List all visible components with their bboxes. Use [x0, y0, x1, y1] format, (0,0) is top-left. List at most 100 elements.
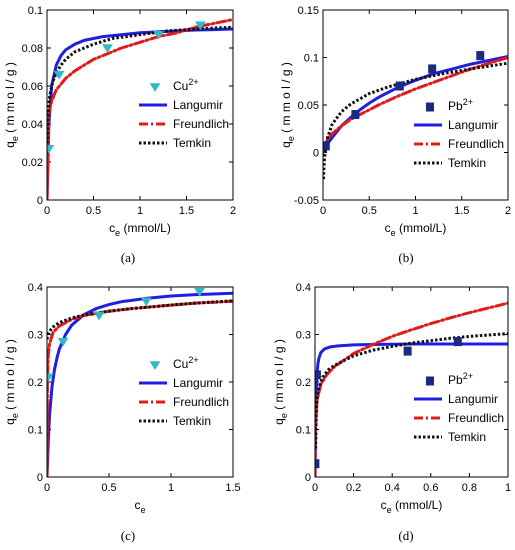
panel-a-x-tick-label: 2	[230, 205, 236, 217]
panel-d-x-tick-label: 0	[312, 482, 318, 494]
panel-a-data-point	[194, 21, 206, 31]
panel-a-legend: Cu2+ Langumir Freundlich Temkin	[139, 77, 229, 150]
panel-d-x-axis-label-sub: e	[387, 505, 392, 515]
panel-a-y-axis-label-sub: e	[10, 136, 20, 141]
panel-b-legend-text-base: Temkin	[448, 156, 486, 170]
panel-d-data-point	[315, 459, 320, 469]
panel-d-legend-text: Langumir	[448, 392, 498, 406]
panel-c-legend-text: Cu2+	[173, 355, 199, 371]
panel-d-legend-text: Freundlich	[448, 411, 504, 425]
panel-c-legend-text: Freundlich	[173, 395, 229, 409]
panel-b-legend-text-sup: 2+	[463, 97, 473, 107]
panel-c-y-tick-label: 0.3	[28, 330, 43, 342]
panel-c-plot-area	[47, 288, 233, 477]
panel-c-legend-text: Langumir	[173, 376, 223, 390]
panel-b-x-axis-label: ce (mmol/L)	[385, 221, 447, 238]
panel-a-label: (a)	[121, 250, 135, 265]
panel-c-legend-text-base: Freundlich	[173, 395, 229, 409]
panel-b-legend-text: Langumir	[448, 118, 498, 132]
panel-d-y-tick-label: 0.3	[296, 330, 311, 342]
panel-b-x-tick-label: 1.5	[454, 205, 469, 217]
panel-c-x-tick-label: 0	[44, 482, 50, 494]
panel-c-data-point	[47, 373, 54, 383]
panel-a-x-tick-label: 1.5	[179, 205, 194, 217]
panel-c-x-tick-label: 0.5	[101, 482, 116, 494]
panel-d-legend-text: Pb2+	[448, 371, 473, 387]
panel-c-data-point	[194, 288, 205, 297]
panel-a-legend-text: Langumir	[173, 98, 223, 112]
panel-c-y-axis-label: qe ( m m o l / g )	[3, 339, 20, 425]
panel-c-y-axis-label-main: q	[3, 418, 17, 425]
panel-d-data-point	[315, 370, 321, 380]
panel-d-x-tick-label: 0.8	[462, 482, 477, 494]
panel-c-data-point	[57, 337, 69, 347]
panel-d-legend: Pb2+ Langumir Freundlich Temkin	[414, 371, 504, 444]
panel-d-plot-area	[315, 301, 508, 477]
panel-b-legend-text: Temkin	[448, 156, 486, 170]
panel-b-x-tick-label: 2	[505, 205, 511, 217]
panel-b-series-langumir	[323, 55, 508, 154]
panel-d-legend-text-base: Langumir	[448, 392, 498, 406]
panel-b-y-axis-label-unit: ( m m o l / g )	[279, 62, 293, 136]
panel-c-label: (c)	[121, 528, 135, 543]
panel-b-y-tick-label: 0	[313, 148, 319, 160]
panel-c-series-temkin	[47, 299, 233, 340]
panel-a-y-axis-label: qe ( m m o l / g )	[3, 62, 20, 148]
panel-b-legend-text-base: Pb	[448, 99, 463, 113]
panel-a: 0 0.5 1 1.5 200.020.040.060.080.1ce (mmol/L)…	[3, 5, 236, 265]
panel-a-legend-text-base: Temkin	[173, 136, 211, 150]
panel-b-legend-text: Pb2+	[448, 97, 473, 113]
panel-d-legend-text: Temkin	[448, 430, 486, 444]
panel-b-y-tick-label: -0.05	[294, 195, 319, 207]
panel-c-x-tick-label: 1	[168, 482, 174, 494]
panel-b-x-tick-label: 0	[320, 205, 326, 217]
panel-a-data-point	[101, 44, 113, 53]
panel-d-y-tick-label: 0.2	[296, 377, 311, 389]
panel-d-x-tick-label: 1	[505, 482, 511, 494]
panel-a-series-langumir	[47, 27, 233, 200]
panel-b-x-tick-label: 0.5	[362, 205, 377, 217]
panel-b-y-axis-label-sub: e	[286, 136, 296, 141]
panel-c-x-axis-label-main: c	[134, 498, 140, 512]
panel-c-axes-box	[46, 286, 234, 478]
panel-c-y-axis-label-unit: ( m m o l / g )	[3, 339, 17, 413]
panel-b-y-tick-label: 0.05	[298, 100, 319, 112]
panel-b-plot-area	[323, 51, 508, 180]
panel-c-x-axis-label-sub: e	[140, 505, 145, 515]
panel-b-series-temkin	[323, 61, 508, 180]
panel-c-x-axis-label: ce	[134, 498, 145, 515]
panel-a-axes-box	[46, 9, 234, 201]
panel-c-y-tick-label: 0.2	[28, 377, 43, 389]
panel-d-x-axis-label: ce (mmol/L)	[381, 498, 443, 515]
panel-c-y-tick-label: 0	[37, 472, 43, 484]
panel-d-x-tick-label: 0.4	[385, 482, 400, 494]
panel-d-x-axis-label-main: c	[381, 498, 387, 512]
panel-a-data-point	[53, 70, 65, 80]
panel-b-data-point	[323, 141, 330, 151]
panel-a-series-freundlich	[47, 18, 233, 200]
panel-b-data-point	[351, 110, 360, 119]
panel-a-legend-text: Cu2+	[173, 77, 199, 93]
panel-a-legend-text-base: Cu	[173, 79, 188, 93]
panel-d-series-langumir	[315, 342, 508, 477]
panel-c-series-langumir	[47, 291, 233, 477]
panel-a-y-tick-label: 0.1	[28, 5, 43, 17]
panel-b-x-tick-label: 1	[412, 205, 418, 217]
panel-c-legend-text: Temkin	[173, 414, 211, 428]
panel-c-legend-text-base: Temkin	[173, 414, 211, 428]
panel-b-legend-text: Freundlich	[448, 137, 504, 151]
panel-a-legend-text: Freundlich	[173, 117, 229, 131]
panel-d-y-tick-label: 0	[305, 472, 311, 484]
panel-b-y-axis-label-main: q	[279, 141, 293, 148]
panel-b-y-tick-label: 0.15	[298, 5, 319, 17]
panel-b-x-axis-label-unit: (mmol/L)	[396, 221, 447, 235]
panel-a-x-axis-label-unit: (mmol/L)	[120, 221, 171, 235]
panel-d-legend-text-base: Freundlich	[448, 411, 504, 425]
panel-d-series-freundlich	[315, 301, 508, 477]
panel-d-x-axis-label-unit: (mmol/L)	[392, 498, 443, 512]
panel-a-legend-text-base: Langumir	[173, 98, 223, 112]
panel-d-x-tick-label: 0.6	[423, 482, 438, 494]
panel-d-label: (d)	[398, 528, 413, 543]
panel-a-y-axis-label-main: q	[3, 141, 17, 148]
panel-b-data-point	[476, 51, 485, 61]
